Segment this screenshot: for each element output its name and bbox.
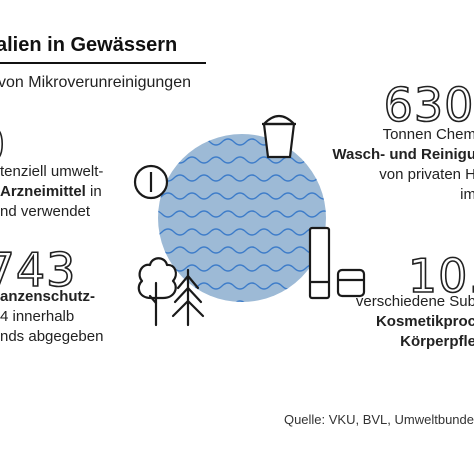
stat-highlight: Kosmetikproc [375,313,474,330]
stat-description-arzneimittel: tenziell umwelt- Arzneimittel in nd verw… [0,162,103,222]
water-circle-icon [158,134,326,302]
trees-icon [137,257,205,327]
stat-value-kosmetik: 10. [407,248,474,304]
stat-value-arzneimittel: 0 [0,117,6,173]
stat-highlight: Körperpfle [400,333,474,350]
stat-highlight: Wasch- und Reinigu [332,146,474,163]
stat-line: anzenschutz- [0,287,103,307]
stat-line: Arzneimittel in [0,182,103,202]
stat-line: Tonnen Chem [382,126,474,143]
stat-description-kosmetik: verschiedene Sub Kosmetikproc Körperpfle [356,292,474,352]
page-title: alien in Gewässern [0,34,178,56]
stat-line: von privaten H [379,166,474,183]
stat-line: verschiedene Sub [355,293,474,310]
cosmetics-icon [308,226,366,300]
page-subtitle: von Mikroverunreinigungen [0,74,191,91]
stat-highlight: anzenschutz- [0,288,96,305]
stat-line: 4 innerhalb [0,308,75,325]
source-note: Quelle: VKU, BVL, Umweltbunde [283,412,474,427]
stat-line: nds abgegeben [0,328,104,345]
wave-line [158,192,326,200]
stat-description-pflanzenschutz: anzenschutz- 4 innerhalb nds abgegeben [0,287,103,347]
stat-line: im [460,186,474,203]
stat-description-waschmittel: Tonnen Chem Wasch- und Reinigu von priva… [332,125,474,205]
stat-value-waschmittel: 630. [383,77,474,133]
stat-line: Wasch- und Reinigu [332,145,474,165]
title-underline [0,62,206,64]
stat-line: tenziell umwelt- [0,163,104,180]
wave-line [158,174,326,182]
stat-line-rest: in [85,183,102,200]
stat-line: Kosmetikproc [356,312,474,332]
stat-highlight: Arzneimittel [0,183,86,200]
stat-line: nd verwendet [0,203,91,220]
wave-line [158,210,326,218]
bucket-icon [262,114,296,159]
pill-icon [133,164,169,200]
stat-value-pflanzenschutz: .743 [0,242,77,298]
stat-line: Körperpfle [356,332,474,352]
